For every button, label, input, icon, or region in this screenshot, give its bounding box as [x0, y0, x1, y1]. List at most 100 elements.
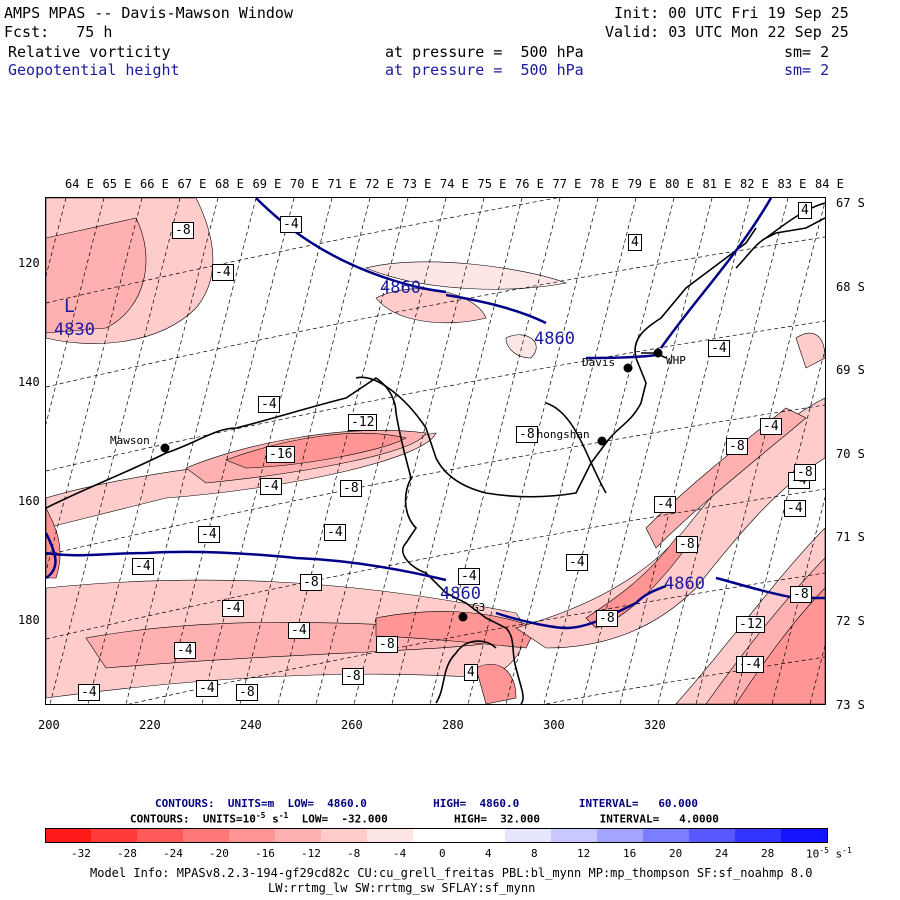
colorbar-tick-label: 28: [761, 847, 775, 860]
vorticity-contour-label: -8: [300, 574, 322, 591]
longitude-label: 68 E: [215, 177, 244, 191]
vorticity-contour-label: -4: [288, 622, 310, 639]
height-label: 4860: [380, 278, 421, 298]
vorticity-contour-label: -8: [516, 426, 538, 443]
vorticity-contour-label: -8: [236, 684, 258, 701]
field1-pressure: at pressure = 500 hPa: [385, 43, 584, 61]
vorticity-contour-label: -4: [458, 568, 480, 585]
colorbar-swatch: [689, 828, 736, 843]
longitude-label: 67 E: [177, 177, 207, 191]
colorbar-swatch: [91, 828, 138, 843]
height-label: 4860: [664, 574, 705, 594]
grid-x-label: 280: [442, 718, 464, 732]
grid-x-label: 260: [341, 718, 363, 732]
longitude-label: 82 E: [740, 177, 769, 191]
vorticity-contour-info: CONTOURS: UNITS=10-5 s-1 LOW= -32.000 HI…: [130, 811, 719, 826]
vorticity-contour-label: -8: [340, 480, 362, 497]
model-info-line2: LW:rrtmg_lw SW:rrtmg_sw SFLAY:sf_mynn: [268, 881, 536, 895]
colorbar-tick-label: 16: [623, 847, 637, 860]
colorbar-tick-label: -24: [163, 847, 183, 860]
low-center-symbol: L: [64, 296, 75, 317]
vorticity-contour-label: -4: [174, 642, 196, 659]
colorbar-swatch: [137, 828, 184, 843]
colorbar-swatch: [321, 828, 368, 843]
vorticity-contour-label: -4: [132, 558, 154, 575]
colorbar-swatch: [183, 828, 230, 843]
latitude-label: 73 S: [836, 697, 865, 712]
grid-x-label: 300: [543, 718, 565, 732]
station-label-davis: Davis: [582, 356, 616, 369]
vorticity-contour-label: -8: [172, 222, 194, 239]
grid-y-label: 180: [18, 613, 40, 627]
vorticity-contour-label: -8: [596, 610, 618, 627]
vorticity-contour-label: -8: [794, 464, 816, 481]
longitude-label: 75 E: [477, 177, 507, 191]
map-canvas: [46, 198, 825, 704]
height-contour-info: CONTOURS: UNITS=m LOW= 4860.0 HIGH= 4860…: [155, 797, 699, 810]
station-label-zhongshan: Zhongshan: [530, 428, 590, 441]
vorticity-contour-label: 4: [628, 234, 642, 251]
latitude-label: 70 S: [836, 446, 865, 461]
colorbar-swatch: [735, 828, 782, 843]
latitude-label: 69 S: [836, 363, 865, 378]
colorbar-swatch: [781, 828, 828, 843]
vorticity-contour-label: -12: [736, 616, 766, 633]
colorbar-tick-label: -4: [393, 847, 407, 860]
vorticity-contour-label: -4: [708, 340, 730, 357]
latitude-label: 72 S: [836, 614, 865, 628]
vorticity-contour-label: -4: [260, 478, 282, 495]
colorbar-tick-label: -32: [71, 847, 91, 860]
colorbar-tick-label: 8: [531, 847, 538, 860]
colorbar-tick-label: 24: [715, 847, 729, 860]
colorbar-swatch: [45, 828, 92, 843]
colorbar-unit: 10-5 s-1: [806, 846, 852, 861]
longitude-label: 76 E: [515, 177, 544, 191]
longitude-label: 66 E: [140, 177, 169, 191]
station-label-whp: WHP: [666, 354, 686, 367]
longitude-label: 70 E: [290, 177, 319, 191]
valid-time: Valid: 03 UTC Mon 22 Sep 25: [605, 23, 849, 41]
vorticity-contour-label: -4: [212, 264, 234, 281]
latitude-label: 67 S: [836, 196, 865, 210]
colorbar-tick-label: -28: [117, 847, 137, 860]
colorbar-tick-label: 0: [439, 847, 446, 860]
plot-title: AMPS MPAS -- Davis-Mawson Window: [4, 4, 293, 22]
colorbar-swatch: [413, 828, 460, 843]
vorticity-contour-label: -4: [760, 418, 782, 435]
vorticity-contour-label: -12: [348, 414, 378, 431]
map-panel[interactable]: Mawson Davis WHP Zhongshan G3 L 4830 486…: [45, 197, 826, 705]
vorticity-contour-label: -8: [342, 668, 364, 685]
vorticity-contour-label: -4: [566, 554, 588, 571]
vorticity-contour-label: -8: [376, 636, 398, 653]
longitude-label: 72 E: [365, 177, 394, 191]
longitude-label: 69 E: [252, 177, 282, 191]
colorbar-tick-label: -8: [347, 847, 361, 860]
station-markers: [160, 348, 663, 622]
vorticity-contour-label: -8: [726, 438, 748, 455]
field2-smoothing: sm= 2: [784, 61, 830, 79]
colorbar-swatch: [643, 828, 690, 843]
longitude-label: 74 E: [440, 177, 469, 191]
colorbar-swatch: [597, 828, 644, 843]
low-center-value: 4830: [54, 320, 95, 340]
colorbar-tick-label: 12: [577, 847, 591, 860]
model-info-line1: Model Info: MPASv8.2.3-194-gf29cd82c CU:…: [90, 866, 813, 880]
longitude-label: 71 E: [327, 177, 357, 191]
longitude-label: 81 E: [702, 177, 732, 191]
grid-y-label: 120: [18, 256, 40, 270]
vorticity-contour-label: -4: [784, 500, 806, 517]
colorbar-tick-label: -16: [255, 847, 275, 860]
colorbar-swatch: [459, 828, 506, 843]
field2-name: Geopotential height: [8, 61, 180, 79]
longitude-label: 80 E: [665, 177, 694, 191]
vorticity-contour-label: -4: [654, 496, 676, 513]
colorbar-swatch: [275, 828, 322, 843]
vorticity-contour-label: -4: [78, 684, 100, 701]
vorticity-contour-label: -4: [198, 526, 220, 543]
field1-smoothing: sm= 2: [784, 43, 830, 61]
vorticity-contour-label: -4: [258, 396, 280, 413]
vorticity-contour-label: -16: [266, 446, 296, 463]
field2-pressure: at pressure = 500 hPa: [385, 61, 584, 79]
grid-x-label: 220: [139, 718, 161, 732]
colorbar-swatch: [505, 828, 552, 843]
